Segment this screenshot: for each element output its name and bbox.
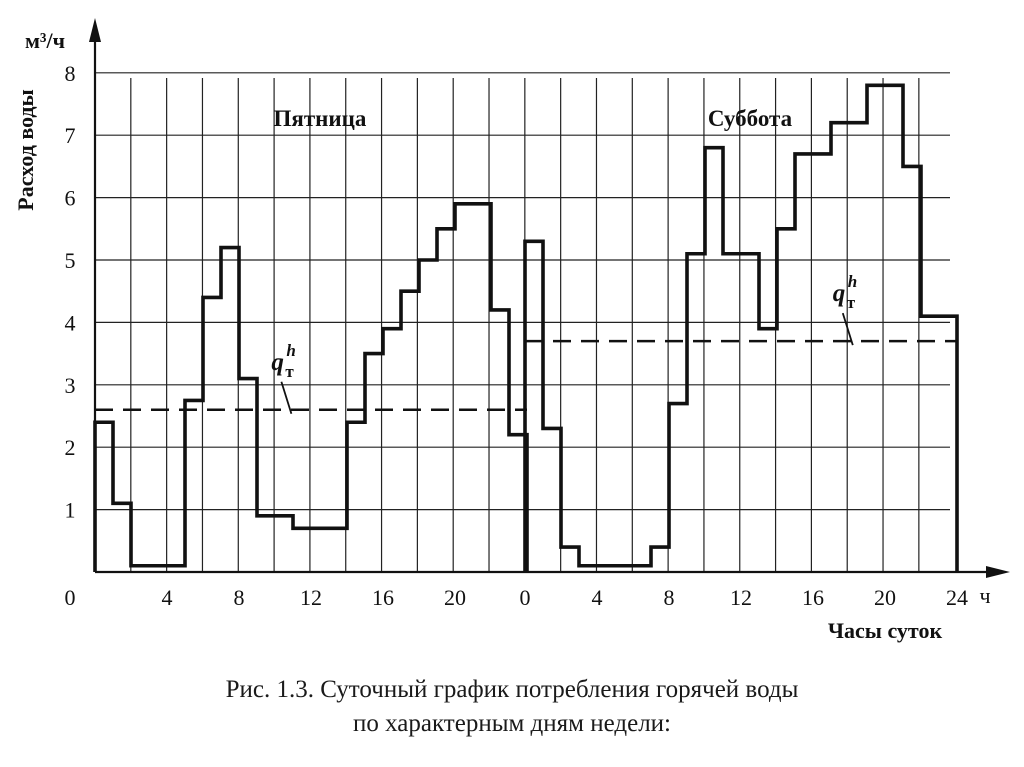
x-tick-label: 16 [372, 585, 394, 610]
qh-superscript: h [286, 341, 295, 360]
grid [95, 72, 950, 572]
reference-lines [95, 339, 957, 411]
series-step-line-2 [523, 83, 959, 572]
origin-label: 0 [65, 585, 76, 610]
series [93, 83, 959, 572]
y-axis-arrow [89, 18, 101, 42]
x-tick-label: 12 [730, 585, 752, 610]
y-tick-label: 2 [65, 435, 76, 460]
qh-leader-line [280, 381, 293, 415]
y-tick-label: 8 [65, 61, 76, 86]
y-axis-title: Расход воды [13, 89, 38, 210]
qh-subscript: т [847, 293, 856, 312]
y-tick-label: 3 [65, 373, 76, 398]
x-tick-label: 8 [234, 585, 245, 610]
x-unit-label: ч [979, 583, 990, 608]
qh-label-1: q [271, 349, 284, 376]
x-tick-label: 20 [874, 585, 896, 610]
x-tick-label: 24 [946, 585, 968, 610]
panel-label-1: Пятница [274, 106, 367, 131]
y-tick-label: 6 [65, 186, 76, 211]
axes [89, 18, 1010, 578]
x-tick-label: 12 [300, 585, 322, 610]
y-tick-label: 7 [65, 123, 76, 148]
y-unit-label: м³/ч [25, 28, 65, 53]
x-tick-label: 0 [520, 585, 531, 610]
y-tick-label: 4 [65, 310, 76, 335]
panel-label-2: Суббота [708, 106, 793, 131]
x-tick-label: 8 [664, 585, 675, 610]
qh-leader-line [841, 312, 854, 346]
figure-caption-line-2: по характерным дням недели: [352, 710, 671, 737]
y-tick-label: 1 [65, 498, 76, 523]
qh-superscript: h [848, 272, 857, 291]
x-tick-label: 16 [802, 585, 824, 610]
x-axis-title: Часы суток [828, 618, 943, 643]
x-axis-arrow [986, 566, 1010, 578]
y-tick-label: 5 [65, 248, 76, 273]
figure-caption-line-1: Рис. 1.3. Суточный график потребления го… [225, 676, 799, 703]
qh-label-2: q [833, 280, 846, 307]
x-tick-label: 20 [444, 585, 466, 610]
series-step-line-1 [93, 202, 529, 572]
qh-subscript: т [285, 362, 294, 381]
x-tick-label: 4 [162, 585, 173, 610]
x-tick-label: 4 [592, 585, 603, 610]
